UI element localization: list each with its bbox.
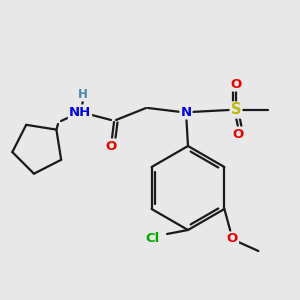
Text: O: O xyxy=(105,140,117,152)
Text: S: S xyxy=(231,103,241,118)
Text: O: O xyxy=(227,232,238,245)
Text: N: N xyxy=(180,106,192,118)
Text: O: O xyxy=(230,77,242,91)
Text: Cl: Cl xyxy=(146,232,160,244)
Text: O: O xyxy=(232,128,244,140)
Text: H: H xyxy=(78,88,88,100)
Text: NH: NH xyxy=(69,106,91,118)
